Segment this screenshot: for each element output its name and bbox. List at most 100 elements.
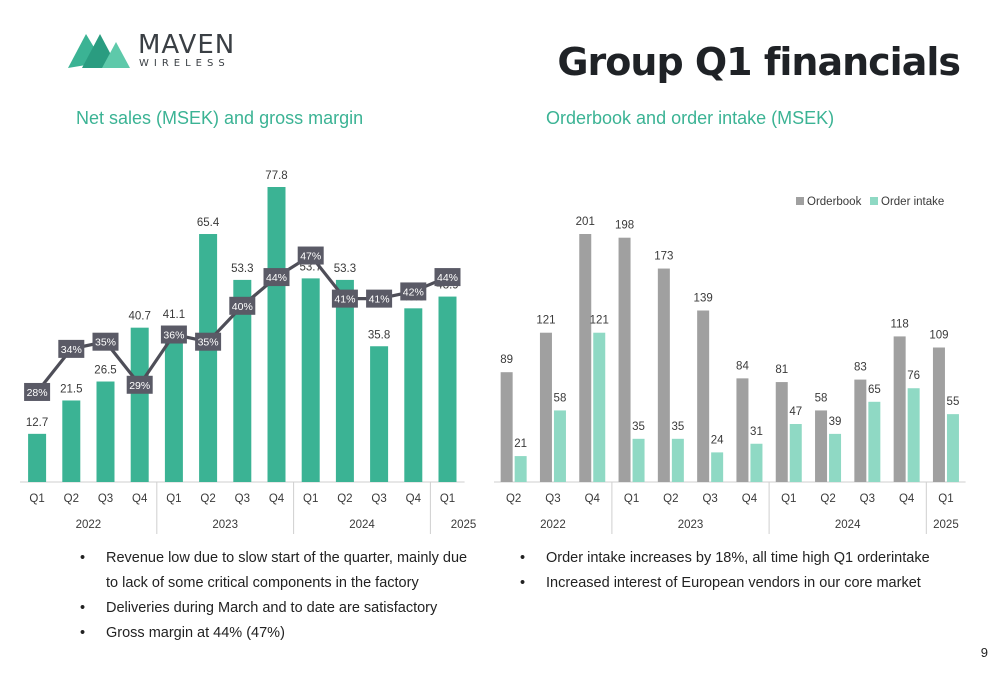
order-intake-bar — [868, 401, 881, 482]
order-intake-bar — [553, 410, 566, 482]
legend-label-order-intake: Order intake — [881, 196, 944, 208]
bar-value-label: 12.7 — [26, 417, 48, 429]
category-label: Q2 — [337, 493, 352, 505]
bar-value-label: 53.3 — [231, 263, 253, 275]
category-label: Q3 — [545, 493, 560, 505]
order-intake-bar — [632, 438, 645, 482]
category-label: Q2 — [506, 493, 521, 505]
orderbook-bar — [893, 336, 906, 482]
orderbook-bullets: Order intake increases by 18%, all time … — [520, 546, 960, 596]
margin-label: 41% — [334, 294, 355, 306]
category-label: Q4 — [899, 493, 915, 505]
legend-label-orderbook: Orderbook — [807, 196, 862, 208]
order-intake-value-label: 24 — [711, 434, 724, 446]
orderbook-bar — [539, 332, 552, 482]
group-label: 2023 — [678, 519, 704, 531]
order-intake-value-label: 65 — [868, 384, 881, 396]
margin-label: 34% — [61, 344, 82, 356]
bar — [28, 433, 47, 482]
category-label: Q4 — [742, 493, 758, 505]
order-intake-bar — [789, 424, 802, 482]
bar — [335, 279, 354, 482]
margin-label-box — [366, 289, 393, 308]
category-label: Q3 — [702, 493, 717, 505]
margin-label: 44% — [266, 272, 287, 284]
margin-label: 36% — [163, 330, 184, 342]
category-label: Q1 — [303, 493, 318, 505]
bullet-item: Increased interest of European vendors i… — [520, 571, 960, 596]
legend-swatch-order-intake — [870, 197, 878, 205]
order-intake-bar — [514, 456, 527, 482]
orderbook-value-label: 84 — [736, 360, 749, 372]
orderbook-bar — [932, 347, 945, 482]
category-label: Q4 — [132, 493, 148, 505]
bar — [301, 278, 320, 482]
order-intake-value-label: 58 — [554, 392, 567, 404]
margin-label: 44% — [437, 272, 458, 284]
category-label: Q1 — [29, 493, 44, 505]
logo-name: MAVEN — [138, 30, 236, 60]
order-intake-value-label: 47 — [789, 406, 802, 418]
bar-value-label: 26.5 — [94, 365, 116, 377]
category-label: Q3 — [371, 493, 386, 505]
category-label: Q1 — [938, 493, 953, 505]
orderbook-value-label: 121 — [536, 315, 555, 327]
orderbook-value-label: 118 — [890, 318, 908, 330]
category-label: Q1 — [781, 493, 796, 505]
orderbook-value-label: 83 — [854, 362, 867, 374]
margin-label-box — [160, 325, 187, 344]
order-intake-value-label: 76 — [907, 370, 920, 382]
orderbook-bar — [657, 268, 670, 482]
bar — [199, 234, 218, 482]
orderbook-value-label: 109 — [929, 330, 948, 342]
group-label: 2024 — [349, 519, 375, 531]
order-intake-value-label: 35 — [632, 421, 645, 433]
order-intake-bar — [829, 433, 842, 482]
bar — [404, 308, 423, 482]
order-intake-value-label: 55 — [947, 396, 960, 408]
maven-mountain-icon — [68, 34, 130, 68]
order-intake-bar — [750, 443, 763, 482]
maven-logo: MAVEN WIRELESS — [68, 28, 238, 72]
orderbook-value-label: 139 — [694, 292, 713, 304]
page-title: Group Q1 financials — [557, 40, 961, 84]
bullet-item: Deliveries during March and to date are … — [80, 596, 475, 621]
margin-label: 35% — [95, 337, 116, 349]
net-sales-chart: 2022 2023 2024 2025 12.7 Q1 21.5 Q2 26.5 Q3 40.7 Q4… — [20, 170, 476, 534]
category-label: Q4 — [269, 493, 285, 505]
margin-label-box — [195, 332, 222, 351]
page-number: 9 — [980, 645, 988, 660]
margin-label-box — [263, 268, 290, 287]
group-label: 2025 — [933, 519, 959, 531]
margin-label-box — [24, 382, 51, 401]
bar — [62, 400, 81, 482]
group-label: 2022 — [540, 519, 566, 531]
orderbook-value-label: 201 — [576, 216, 595, 228]
net-sales-chart-title: Net sales (MSEK) and gross margin — [76, 108, 364, 128]
order-intake-bar — [593, 332, 606, 482]
category-label: Q3 — [235, 493, 250, 505]
orderbook-bar — [579, 234, 592, 482]
bar — [267, 187, 286, 482]
bar — [233, 279, 252, 482]
margin-label: 42% — [403, 286, 424, 298]
bar-value-label: 21.5 — [60, 383, 82, 395]
order-intake-value-label: 35 — [671, 421, 684, 433]
margin-label: 41% — [369, 294, 390, 306]
category-label: Q4 — [585, 493, 601, 505]
bar-value-label: 77.8 — [265, 170, 287, 182]
margin-label-box — [92, 332, 119, 351]
bar-value-label: 40.7 — [129, 311, 151, 323]
order-intake-value-label: 31 — [750, 426, 763, 438]
orderbook-chart-title: Orderbook and order intake (MSEK) — [546, 108, 835, 128]
margin-label: 47% — [300, 251, 321, 263]
orderbook-value-label: 81 — [775, 364, 788, 376]
logo-subtitle: WIRELESS — [139, 58, 230, 69]
margin-label-box — [58, 339, 85, 358]
margin-label-box — [331, 289, 358, 308]
category-label: Q2 — [663, 493, 678, 505]
margin-label-box — [400, 282, 427, 301]
category-label: Q2 — [820, 493, 835, 505]
margin-label: 28% — [27, 387, 48, 399]
orderbook-bar — [618, 237, 631, 482]
